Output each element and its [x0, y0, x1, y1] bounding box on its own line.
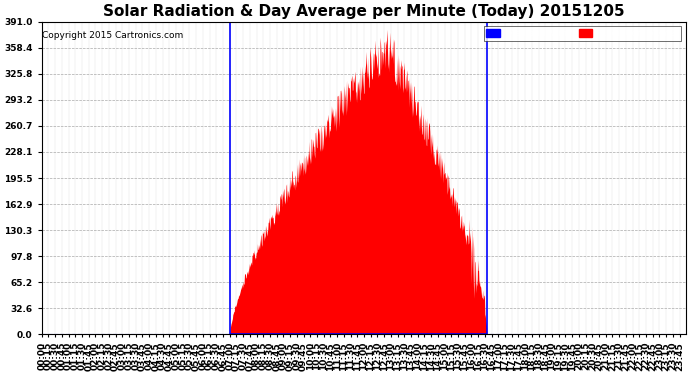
- Text: Copyright 2015 Cartronics.com: Copyright 2015 Cartronics.com: [42, 31, 184, 40]
- Bar: [230, 22, 487, 334]
- Legend: Median (W/m2), Radiation (W/m2): Median (W/m2), Radiation (W/m2): [484, 26, 681, 41]
- Title: Solar Radiation & Day Average per Minute (Today) 20151205: Solar Radiation & Day Average per Minute…: [103, 4, 624, 19]
